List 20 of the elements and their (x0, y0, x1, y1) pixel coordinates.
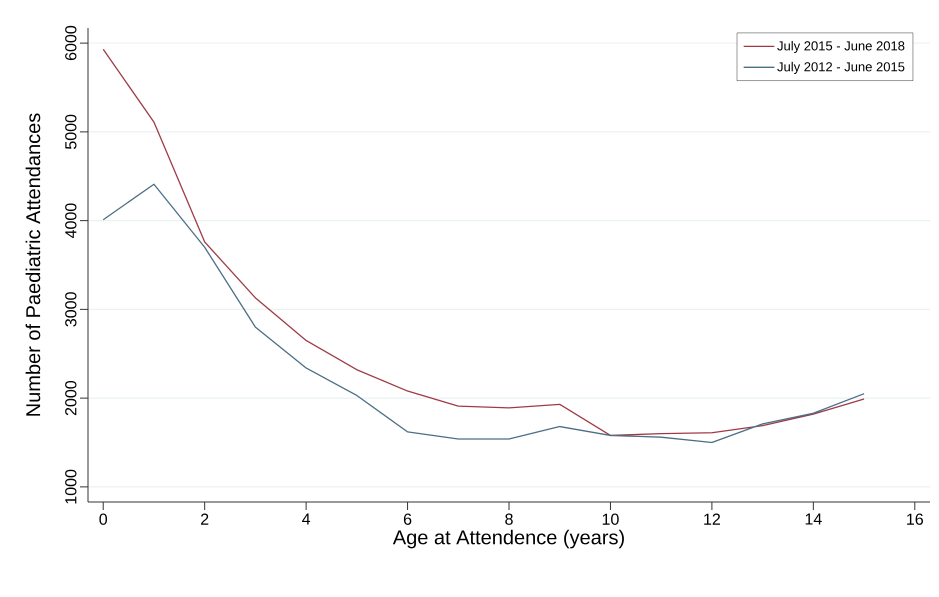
x-tick-label: 16 (907, 514, 923, 525)
x-tick-label: 2 (201, 514, 208, 525)
y-tick-label: 3000 (65, 292, 76, 327)
x-tick-label: 14 (806, 514, 822, 525)
legend-label: July 2015 - June 2018 (777, 40, 904, 54)
y-tick-label: 4000 (65, 203, 76, 238)
y-axis-title: Number of Paediatric Attendances (26, 113, 40, 416)
y-tick-label: 5000 (65, 114, 76, 150)
x-tick-label: 4 (302, 514, 310, 525)
x-axis-title: Age at Attendence (years) (392, 530, 624, 548)
y-tick-label: 1000 (65, 470, 76, 504)
x-tick-label: 0 (99, 514, 108, 525)
x-tick-label: 8 (505, 514, 513, 525)
y-tick-label: 6000 (65, 26, 76, 60)
legend-label: July 2012 - June 2015 (777, 62, 904, 74)
x-tick-label: 6 (404, 514, 412, 525)
y-tick-label: 2000 (65, 380, 76, 416)
x-tick-label: 12 (704, 514, 720, 525)
x-tick-label: 10 (602, 514, 619, 525)
line-series (102, 184, 865, 444)
